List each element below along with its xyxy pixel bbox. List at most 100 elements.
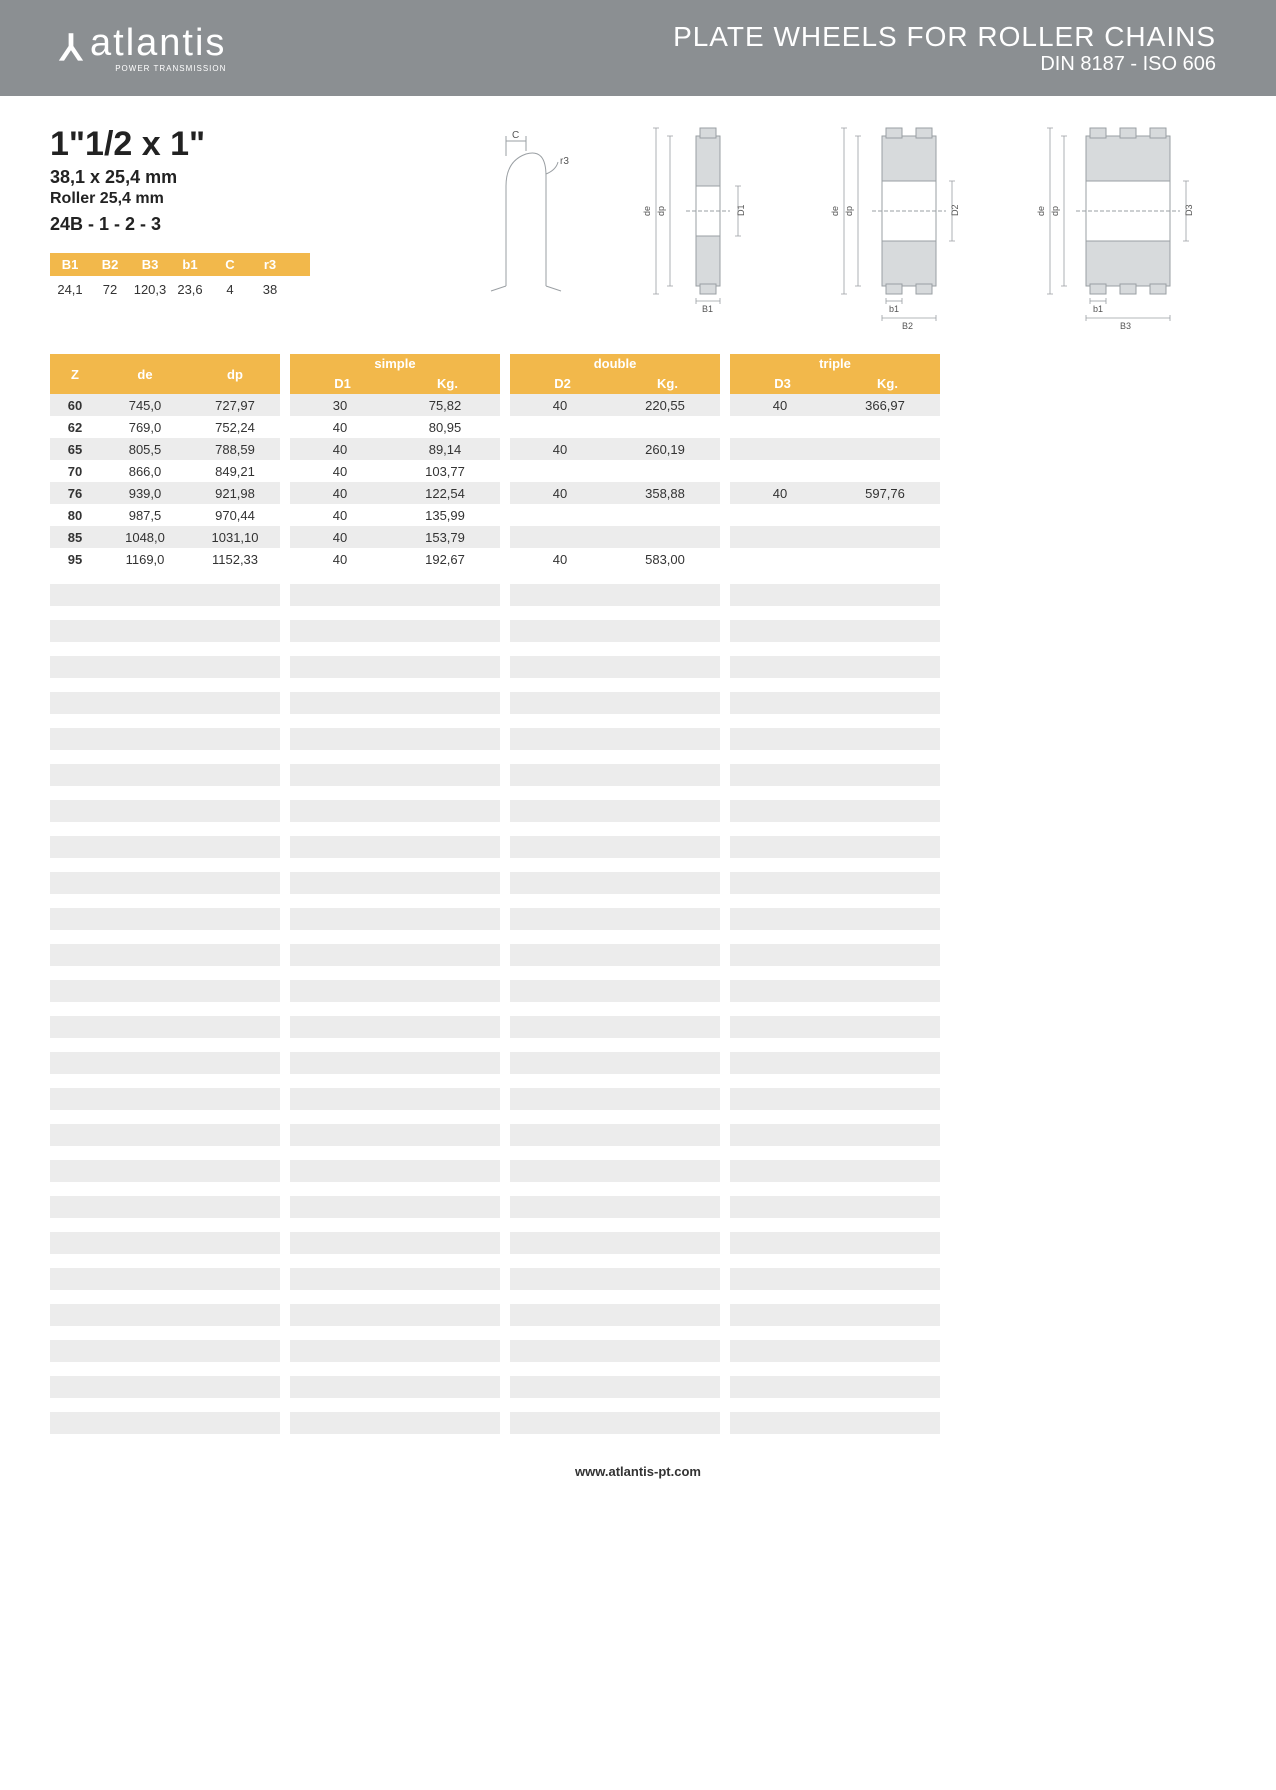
- table-cell: 597,76: [830, 482, 940, 504]
- table-cell: 727,97: [190, 394, 280, 416]
- empty-cell: [290, 944, 500, 966]
- table-cell: [610, 526, 720, 548]
- table-cell: 921,98: [190, 482, 280, 504]
- table-row: 40597,76: [730, 482, 940, 504]
- empty-cell: [50, 584, 280, 606]
- table-row: 76939,0921,98: [50, 482, 280, 504]
- empty-row: [50, 620, 1226, 642]
- empty-cell: [730, 908, 940, 930]
- table-cell: 220,55: [610, 394, 720, 416]
- empty-cell: [510, 1376, 720, 1398]
- empty-cell: [730, 1160, 940, 1182]
- empty-cell: [50, 764, 280, 786]
- header-de: de: [100, 354, 190, 394]
- empty-row: [50, 1196, 1226, 1218]
- header-d2: D2: [510, 374, 615, 394]
- empty-row: [50, 1016, 1226, 1038]
- empty-cell: [730, 1232, 940, 1254]
- empty-cell: [510, 584, 720, 606]
- logo: ⅄ atlantis POWER TRANSMISSION: [60, 24, 226, 73]
- table-cell: [830, 438, 940, 460]
- table-row: 40358,88: [510, 482, 720, 504]
- empty-cell: [510, 1412, 720, 1434]
- table-cell: [510, 460, 610, 482]
- table-row: 40135,99: [290, 504, 500, 526]
- table-cell: [510, 416, 610, 438]
- table-row: 80987,5970,44: [50, 504, 280, 526]
- table-cell: 95: [50, 548, 100, 570]
- table-cell: 40: [510, 482, 610, 504]
- table-cell: 40: [290, 504, 390, 526]
- empty-cell: [50, 944, 280, 966]
- table-row: 60745,0727,97: [50, 394, 280, 416]
- empty-cell: [50, 872, 280, 894]
- spec-size: 1"1/2 x 1": [50, 126, 310, 163]
- table-cell: 80,95: [390, 416, 500, 438]
- empty-cell: [50, 1376, 280, 1398]
- table-cell: 192,67: [390, 548, 500, 570]
- main-data-table: Z de dp 60745,0727,9762769,0752,2465805,…: [50, 354, 1226, 570]
- table-cell: 970,44: [190, 504, 280, 526]
- table-cell: 1031,10: [190, 526, 280, 548]
- table-row: [510, 504, 720, 526]
- label-b1-lower: b1: [889, 304, 899, 314]
- table-cell: [830, 416, 940, 438]
- empty-cell: [730, 1052, 940, 1074]
- empty-cell: [50, 656, 280, 678]
- empty-cell: [510, 764, 720, 786]
- table-cell: 40: [290, 548, 390, 570]
- table-cell: 788,59: [190, 438, 280, 460]
- empty-cell: [50, 1088, 280, 1110]
- dims-value-cell: 24,1: [50, 276, 90, 303]
- empty-row: [50, 1412, 1226, 1434]
- empty-cell: [50, 1232, 280, 1254]
- empty-row: [50, 872, 1226, 894]
- empty-cell: [730, 1016, 940, 1038]
- empty-cell: [730, 692, 940, 714]
- table-row: 65805,5788,59: [50, 438, 280, 460]
- empty-cell: [730, 1340, 940, 1362]
- table-cell: 40: [510, 394, 610, 416]
- header-kg-simple: Kg.: [395, 374, 500, 394]
- header-triple: triple: [730, 354, 940, 374]
- table-row: 40583,00: [510, 548, 720, 570]
- empty-row: [50, 1052, 1226, 1074]
- empty-cell: [50, 836, 280, 858]
- column-group-double: double D2 Kg. 40220,5540260,1940358,8840…: [510, 354, 720, 570]
- empty-cell: [50, 1016, 280, 1038]
- label-b1-upper: B1: [702, 304, 713, 314]
- table-cell: 40: [730, 482, 830, 504]
- table-cell: [730, 526, 830, 548]
- empty-cell: [290, 800, 500, 822]
- table-cell: [730, 438, 830, 460]
- empty-cell: [510, 1088, 720, 1110]
- dims-value-cell: 38: [250, 276, 290, 303]
- page-subtitle: DIN 8187 - ISO 606: [673, 53, 1216, 76]
- empty-cell: [290, 728, 500, 750]
- empty-cell: [50, 1340, 280, 1362]
- label-dp-2: dp: [844, 206, 854, 216]
- empty-cell: [730, 764, 940, 786]
- label-de: de: [642, 206, 652, 216]
- empty-cell: [730, 1412, 940, 1434]
- empty-cell: [290, 1304, 500, 1326]
- table-cell: 752,24: [190, 416, 280, 438]
- header-dp: dp: [190, 354, 280, 394]
- dims-header-cell: B1: [50, 253, 90, 276]
- empty-row: [50, 1088, 1226, 1110]
- dims-header-cell: b1: [170, 253, 210, 276]
- empty-cell: [730, 980, 940, 1002]
- empty-cell: [510, 620, 720, 642]
- label-d2: D2: [950, 204, 960, 216]
- empty-cell: [730, 1376, 940, 1398]
- empty-row: [50, 1340, 1226, 1362]
- spec-block: 1"1/2 x 1" 38,1 x 25,4 mm Roller 25,4 mm…: [50, 126, 310, 303]
- table-row: 40122,54: [290, 482, 500, 504]
- dims-value-cell: 120,3: [130, 276, 170, 303]
- logo-mark-icon: ⅄: [60, 27, 80, 69]
- empty-cell: [730, 800, 940, 822]
- empty-cell: [290, 1268, 500, 1290]
- empty-cell: [510, 1268, 720, 1290]
- empty-row: [50, 908, 1226, 930]
- table-cell: 65: [50, 438, 100, 460]
